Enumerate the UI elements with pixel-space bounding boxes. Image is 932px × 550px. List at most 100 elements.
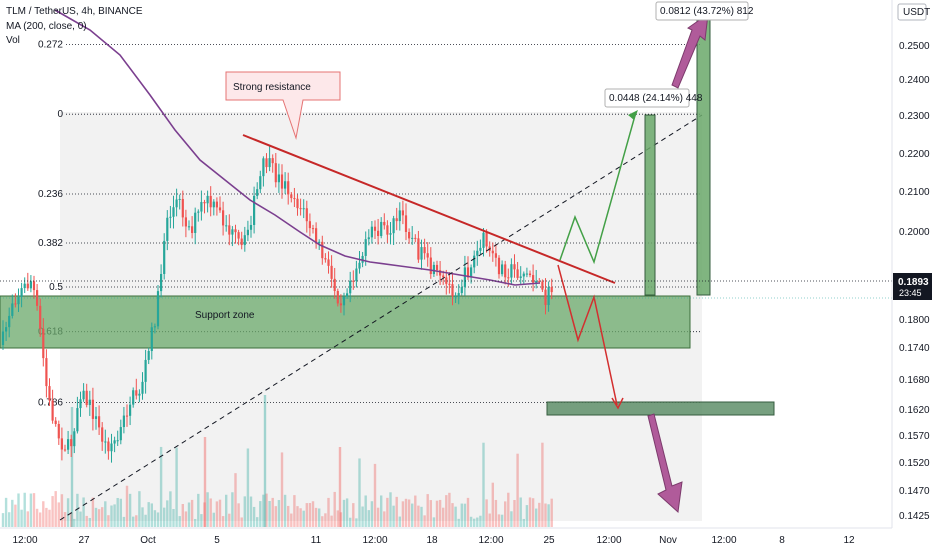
candle-body [435, 264, 439, 271]
volume-bar [339, 512, 343, 527]
y-tick-label: 0.2000 [899, 227, 930, 238]
volume-bar [342, 499, 346, 527]
currency-badge[interactable] [897, 3, 927, 21]
volume-bar [535, 508, 538, 527]
volume-bar [8, 512, 11, 527]
volume-bar [45, 507, 48, 527]
volume-bars [1, 395, 553, 527]
candle-body [494, 253, 497, 258]
volume-bar [79, 511, 82, 527]
volume-bar [39, 512, 42, 527]
candle-body [60, 438, 63, 450]
volume-bar [200, 514, 203, 527]
volume-bar [94, 507, 98, 527]
volume-bar [376, 507, 380, 527]
candle-body [129, 404, 132, 416]
volume-bar [423, 515, 426, 527]
candle-body [358, 262, 361, 269]
volume-bar [262, 494, 265, 527]
volume-bar [218, 499, 222, 527]
volume-bar [11, 499, 14, 527]
candle-body [271, 158, 274, 164]
volume-bar [308, 503, 312, 527]
candle-body [122, 415, 125, 428]
candle-body [544, 289, 547, 306]
candle-body [417, 238, 420, 260]
symbol-title[interactable]: TLM / TetherUS, 4h, BINANCE [6, 6, 143, 17]
volume-bar [401, 501, 405, 527]
candle-body [54, 420, 57, 424]
volume-bar [169, 491, 172, 527]
candle-body [8, 315, 11, 328]
candle-body [14, 303, 17, 305]
volume-bar [330, 515, 333, 527]
vol-legend[interactable]: Vol [6, 35, 20, 46]
candle-body [36, 290, 39, 306]
volume-bar [172, 508, 175, 527]
volume-bar [414, 495, 417, 527]
volume-bar [460, 503, 463, 527]
candle-body [411, 237, 414, 239]
candle-body [386, 225, 389, 235]
candle-body [163, 240, 166, 274]
volume-bar [66, 498, 70, 527]
volume-bar [265, 493, 268, 527]
measure-small-label: 0.0448 (24.14%) 448 [609, 93, 703, 104]
volume-bar [392, 505, 395, 527]
volume-bar [299, 508, 302, 527]
volume-bar [547, 504, 550, 527]
volume-bar [85, 515, 88, 527]
candle-body [256, 189, 259, 196]
volume-bar [293, 495, 296, 527]
candle-body [197, 211, 200, 213]
candle-body [23, 283, 26, 289]
candle-body [346, 293, 349, 297]
time-axis[interactable] [0, 528, 932, 550]
volume-bar [352, 503, 355, 527]
volume-bar [538, 502, 541, 527]
volume-bar [144, 514, 147, 527]
volume-bar [82, 497, 85, 527]
candle-body [11, 303, 14, 316]
candle-body [274, 163, 277, 183]
candle-body [175, 199, 178, 208]
candle-body [445, 277, 448, 284]
volume-bar [358, 458, 361, 527]
volume-bar [327, 497, 330, 527]
candle-body [280, 174, 284, 189]
candle-body [299, 208, 302, 210]
candle-body [116, 440, 119, 442]
candle-body [429, 257, 432, 275]
candle-body [311, 228, 315, 230]
candle-body [302, 208, 305, 210]
candle-body [160, 273, 163, 292]
candle-body [389, 233, 392, 235]
volume-bar [321, 516, 324, 527]
candle-body [404, 215, 408, 232]
volume-bar [510, 511, 513, 527]
ma-legend[interactable]: MA (200, close, 0) [6, 21, 87, 32]
volume-bar [228, 513, 231, 527]
candle-body [259, 176, 262, 190]
candle-body [237, 232, 240, 239]
candle-body [507, 277, 510, 279]
candle-body [333, 278, 336, 292]
volume-bar [70, 512, 73, 527]
y-tick-label: 0.1800 [899, 315, 930, 326]
fib-label: 0.5 [49, 282, 63, 293]
volume-bar [150, 503, 153, 527]
volume-bar [234, 473, 237, 527]
last-price-badge [893, 273, 932, 300]
volume-spike [338, 447, 342, 527]
candle-body [361, 255, 364, 263]
y-tick-label: 0.1680 [899, 375, 930, 386]
candle-body [476, 250, 479, 256]
bullish-projection-arrowhead [628, 110, 638, 120]
volume-bar [463, 503, 467, 527]
candle-body [194, 212, 197, 233]
candle-body [457, 293, 460, 297]
candle-body [501, 264, 504, 275]
candle-body [352, 280, 355, 282]
candle-body [156, 291, 160, 327]
